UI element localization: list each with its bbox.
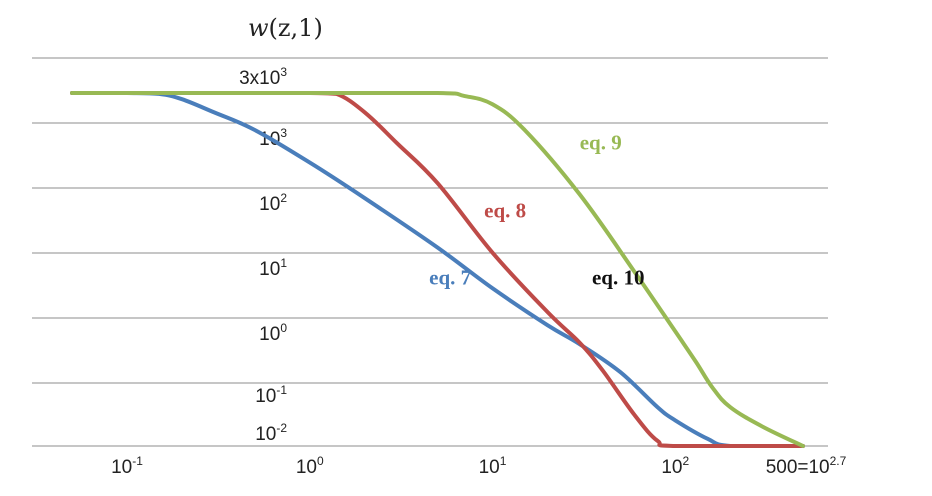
y-axis-label-args: (z,1) (269, 14, 323, 42)
y-tick-label-2: 102 (259, 191, 287, 215)
annotation-eq-7: eq. 7 (429, 266, 471, 290)
series-line-eq-9 (70, 90, 805, 448)
x-tick-label-4: 500=102.7 (766, 454, 847, 478)
x-tick-labels: 10-1 100 101 102 500=102.7 (111, 454, 847, 478)
series-annotations: eq. 9 eq. 8 eq. 7 eq. 10 (429, 130, 644, 289)
y-axis-label: w(z,1) (248, 14, 323, 42)
annotation-eq-10: eq. 10 (592, 266, 645, 290)
series-line-eq-7 (70, 91, 805, 449)
series-lines (70, 90, 805, 449)
x-tick-label-0: 10-1 (111, 454, 143, 478)
y-axis-label-variable: w (248, 14, 269, 42)
y-tick-label-0: 3x103 (239, 65, 287, 89)
x-tick-label-3: 102 (661, 454, 689, 478)
gridlines (32, 57, 828, 447)
annotation-eq-9: eq. 9 (580, 130, 622, 154)
y-tick-label-5: 10-1 (255, 383, 287, 407)
y-tick-label-4: 100 (259, 321, 287, 345)
annotation-eq-8: eq. 8 (484, 199, 526, 223)
y-tick-label-6: 10-2 (255, 421, 287, 445)
x-tick-label-1: 100 (296, 454, 324, 478)
x-tick-label-2: 101 (479, 454, 507, 478)
y-tick-label-3: 101 (259, 256, 287, 280)
